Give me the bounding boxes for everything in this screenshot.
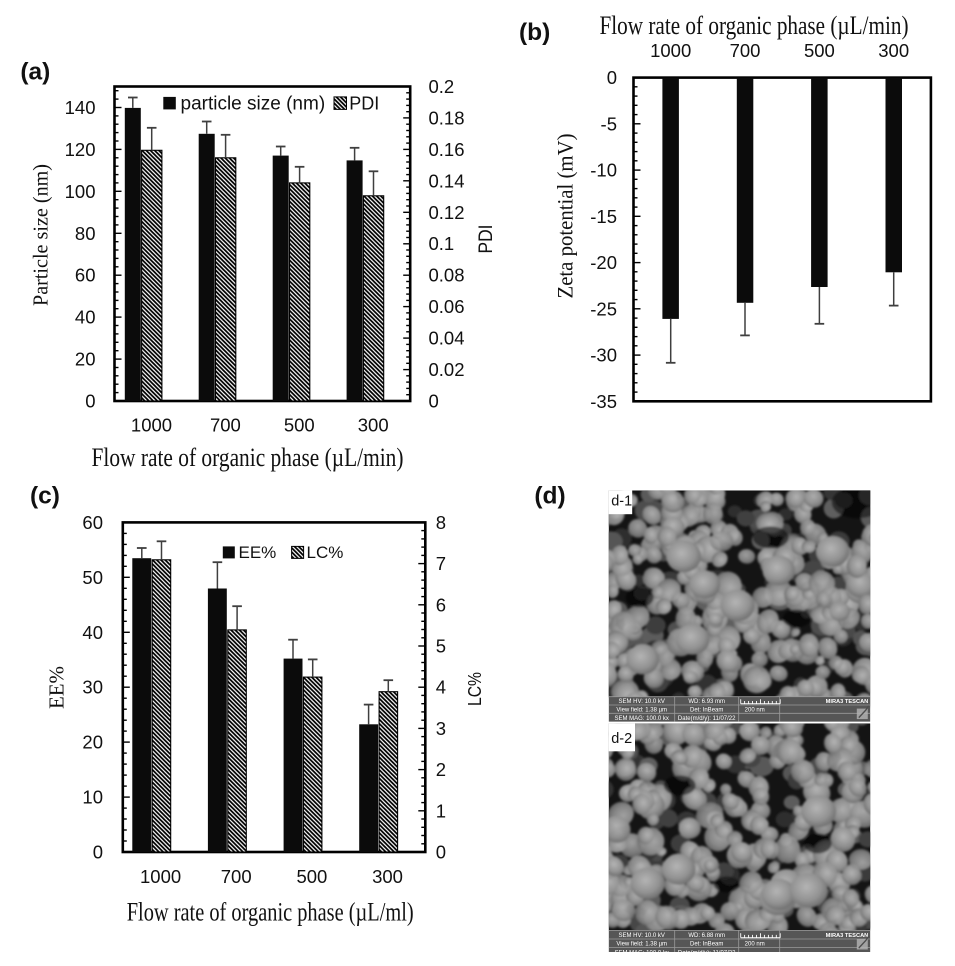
svg-text:20: 20 xyxy=(75,349,96,370)
svg-text:8: 8 xyxy=(436,512,446,533)
svg-text:(c): (c) xyxy=(30,483,60,510)
svg-text:LC%: LC% xyxy=(465,672,485,706)
svg-text:LC%: LC% xyxy=(307,543,344,562)
svg-text:20: 20 xyxy=(82,732,103,753)
svg-text:5: 5 xyxy=(436,636,446,657)
svg-text:6: 6 xyxy=(436,594,446,615)
svg-text:60: 60 xyxy=(82,512,103,533)
svg-text:EE%: EE% xyxy=(45,666,69,709)
svg-text:40: 40 xyxy=(82,622,103,643)
svg-text:1: 1 xyxy=(436,800,446,821)
svg-text:d-2: d-2 xyxy=(611,731,632,747)
svg-text:0.12: 0.12 xyxy=(429,202,465,223)
svg-text:500: 500 xyxy=(284,415,315,436)
svg-text:0.06: 0.06 xyxy=(429,296,465,317)
svg-text:MIRA3 TESCAN: MIRA3 TESCAN xyxy=(826,699,869,705)
svg-text:0.02: 0.02 xyxy=(429,359,465,380)
svg-text:WD: 6.88 mm: WD: 6.88 mm xyxy=(688,933,725,939)
svg-text:Det: InBeam: Det: InBeam xyxy=(690,942,723,948)
svg-text:2: 2 xyxy=(436,759,446,780)
svg-text:30: 30 xyxy=(82,677,103,698)
svg-text:50: 50 xyxy=(82,567,103,588)
svg-text:500: 500 xyxy=(296,866,327,887)
svg-text:Det: InBeam: Det: InBeam xyxy=(690,708,723,714)
svg-text:SEM MAG: 100.0 kx: SEM MAG: 100.0 kx xyxy=(615,950,669,956)
svg-text:300: 300 xyxy=(358,415,389,436)
svg-text:0.14: 0.14 xyxy=(429,170,465,191)
svg-text:7: 7 xyxy=(436,553,446,574)
svg-text:Date(m/d/y): 11/07/22: Date(m/d/y): 11/07/22 xyxy=(678,716,736,722)
svg-text:Date(m/d/y): 11/07/22: Date(m/d/y): 11/07/22 xyxy=(678,950,736,956)
svg-text:PDI: PDI xyxy=(349,94,379,114)
svg-text:4: 4 xyxy=(436,677,446,698)
svg-text:d-1: d-1 xyxy=(611,494,632,510)
svg-text:0: 0 xyxy=(93,842,103,863)
svg-text:120: 120 xyxy=(65,139,96,160)
svg-text:View field: 1.38 µm: View field: 1.38 µm xyxy=(616,708,667,714)
svg-text:Flow rate of organic phase (µL: Flow rate of organic phase (µL/ml) xyxy=(127,898,414,927)
svg-text:-10: -10 xyxy=(590,160,617,181)
svg-text:500: 500 xyxy=(804,40,835,61)
svg-text:(d): (d) xyxy=(534,483,565,510)
svg-text:MIRA3 TESCAN: MIRA3 TESCAN xyxy=(826,933,869,939)
svg-text:-15: -15 xyxy=(590,206,617,227)
svg-text:EE%: EE% xyxy=(239,543,277,562)
svg-text:200 nm: 200 nm xyxy=(745,708,765,714)
svg-text:0: 0 xyxy=(436,842,446,863)
svg-text:1000: 1000 xyxy=(131,415,172,436)
svg-text:700: 700 xyxy=(730,40,761,61)
svg-text:0.04: 0.04 xyxy=(429,328,465,349)
svg-text:300: 300 xyxy=(372,866,403,887)
svg-text:0.08: 0.08 xyxy=(429,265,465,286)
svg-text:1000: 1000 xyxy=(140,866,181,887)
svg-text:Particle size (nm): Particle size (nm) xyxy=(29,164,53,306)
svg-text:200 nm: 200 nm xyxy=(745,942,765,948)
svg-text:60: 60 xyxy=(75,265,96,286)
svg-text:Zeta potential (mV): Zeta potential (mV) xyxy=(553,134,578,299)
svg-text:-30: -30 xyxy=(590,345,617,366)
svg-text:10: 10 xyxy=(82,787,103,808)
svg-text:0.2: 0.2 xyxy=(429,76,455,97)
svg-text:0.1: 0.1 xyxy=(429,233,455,254)
svg-text:0: 0 xyxy=(429,391,439,412)
svg-text:3: 3 xyxy=(436,718,446,739)
svg-text:-35: -35 xyxy=(590,391,617,412)
svg-text:-5: -5 xyxy=(601,113,617,134)
svg-text:SEM HV: 10.0 kV: SEM HV: 10.0 kV xyxy=(618,699,664,705)
svg-text:1000: 1000 xyxy=(650,40,691,61)
svg-text:700: 700 xyxy=(210,415,241,436)
svg-text:0.16: 0.16 xyxy=(429,139,465,160)
svg-text:WD: 6.93 mm: WD: 6.93 mm xyxy=(688,699,725,705)
svg-text:(b): (b) xyxy=(519,19,550,46)
svg-text:PDI: PDI xyxy=(476,225,497,254)
svg-text:particle size (nm): particle size (nm) xyxy=(181,94,326,115)
svg-text:300: 300 xyxy=(878,40,909,61)
svg-text:-25: -25 xyxy=(590,298,617,319)
svg-text:Flow rate of organic phase (µL: Flow rate of organic phase (µL/min) xyxy=(92,443,404,472)
svg-text:0: 0 xyxy=(607,67,617,88)
svg-text:0.18: 0.18 xyxy=(429,107,465,128)
svg-text:40: 40 xyxy=(75,307,96,328)
svg-text:80: 80 xyxy=(75,223,96,244)
svg-text:100: 100 xyxy=(65,181,96,202)
svg-text:View field: 1.38 µm: View field: 1.38 µm xyxy=(616,942,667,948)
svg-text:Flow rate of organic phase (µL: Flow rate of organic phase (µL/min) xyxy=(600,11,909,40)
svg-text:(a): (a) xyxy=(20,59,50,86)
svg-text:SEM MAG: 100.0 kx: SEM MAG: 100.0 kx xyxy=(615,716,669,722)
svg-text:0: 0 xyxy=(85,391,95,412)
svg-text:140: 140 xyxy=(65,97,96,118)
svg-text:SEM HV: 10.0 kV: SEM HV: 10.0 kV xyxy=(618,933,664,939)
svg-text:-20: -20 xyxy=(590,252,617,273)
svg-text:700: 700 xyxy=(221,866,252,887)
